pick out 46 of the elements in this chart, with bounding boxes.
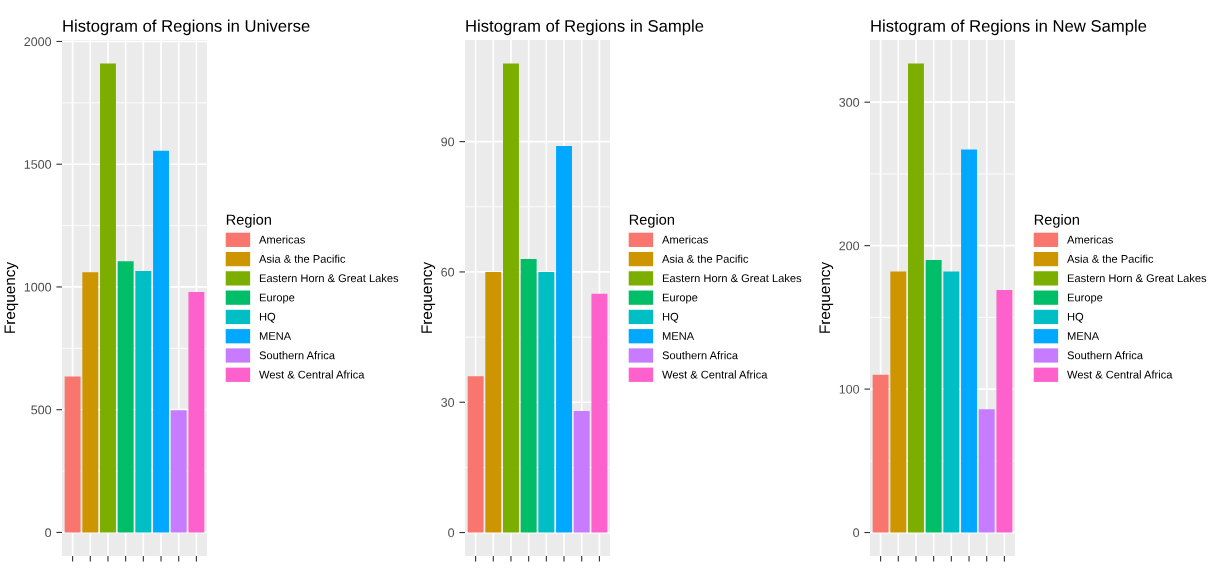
y-tick-label: 30 — [441, 398, 455, 407]
legend-label: HQ — [259, 312, 276, 323]
chart-title: Histogram of Regions in Sample — [466, 19, 704, 36]
y-tick-label: 1000 — [24, 282, 52, 292]
legend-label: Americas — [1067, 235, 1113, 244]
chart-title: Histogram of Regions in Universe — [63, 19, 310, 36]
legend-label: Europe — [259, 293, 295, 304]
y-tick-label: 500 — [31, 405, 52, 415]
y-axis-title: Frequency — [819, 261, 834, 333]
legend-label: MENA — [1067, 332, 1100, 340]
legend-label: Eastern Horn & Great Lakes — [662, 273, 802, 283]
y-tick-label: 300 — [839, 97, 860, 107]
y-axis-title: Frequency — [421, 261, 436, 333]
legend-label: Southern Africa — [1067, 351, 1144, 360]
legend-label: Americas — [662, 235, 708, 244]
legend-label: Southern Africa — [259, 351, 336, 360]
legend-title: Region — [1034, 214, 1079, 228]
y-tick-label: 2000 — [24, 37, 52, 47]
legend-label: Eastern Horn & Great Lakes — [1067, 273, 1207, 283]
legend-label: Asia & the Pacific — [1067, 254, 1154, 263]
y-tick-label: 0 — [853, 528, 860, 538]
legend-label: Eastern Horn & Great Lakes — [259, 273, 399, 283]
legend-label: Americas — [259, 235, 305, 244]
legend-label: West & Central Africa — [259, 370, 365, 379]
legend-label: Asia & the Pacific — [662, 254, 749, 263]
y-tick-label: 90 — [441, 137, 455, 147]
legend-label: MENA — [662, 332, 695, 340]
y-tick-label: 200 — [839, 241, 860, 251]
legend-label: West & Central Africa — [662, 370, 768, 379]
legend-title: Region — [226, 214, 271, 228]
legend-title: Region — [629, 214, 674, 228]
legend-label: MENA — [259, 332, 292, 340]
y-tick-label: 1500 — [24, 160, 52, 169]
y-axis-title: Frequency — [4, 261, 19, 333]
y-tick-label: 0 — [448, 528, 455, 538]
legend-label: Asia & the Pacific — [259, 254, 346, 263]
chart-title: Histogram of Regions in New Sample — [871, 19, 1147, 36]
legend-label: Southern Africa — [662, 351, 739, 360]
legend-label: HQ — [662, 312, 679, 323]
legend-label: West & Central Africa — [1067, 370, 1173, 379]
y-tick-label: 100 — [839, 384, 860, 394]
y-tick-label: 0 — [45, 528, 52, 538]
legend-label: HQ — [1067, 312, 1084, 323]
y-tick-label: 60 — [441, 267, 455, 277]
legend-label: Europe — [662, 293, 698, 304]
legend-label: Europe — [1067, 293, 1103, 304]
